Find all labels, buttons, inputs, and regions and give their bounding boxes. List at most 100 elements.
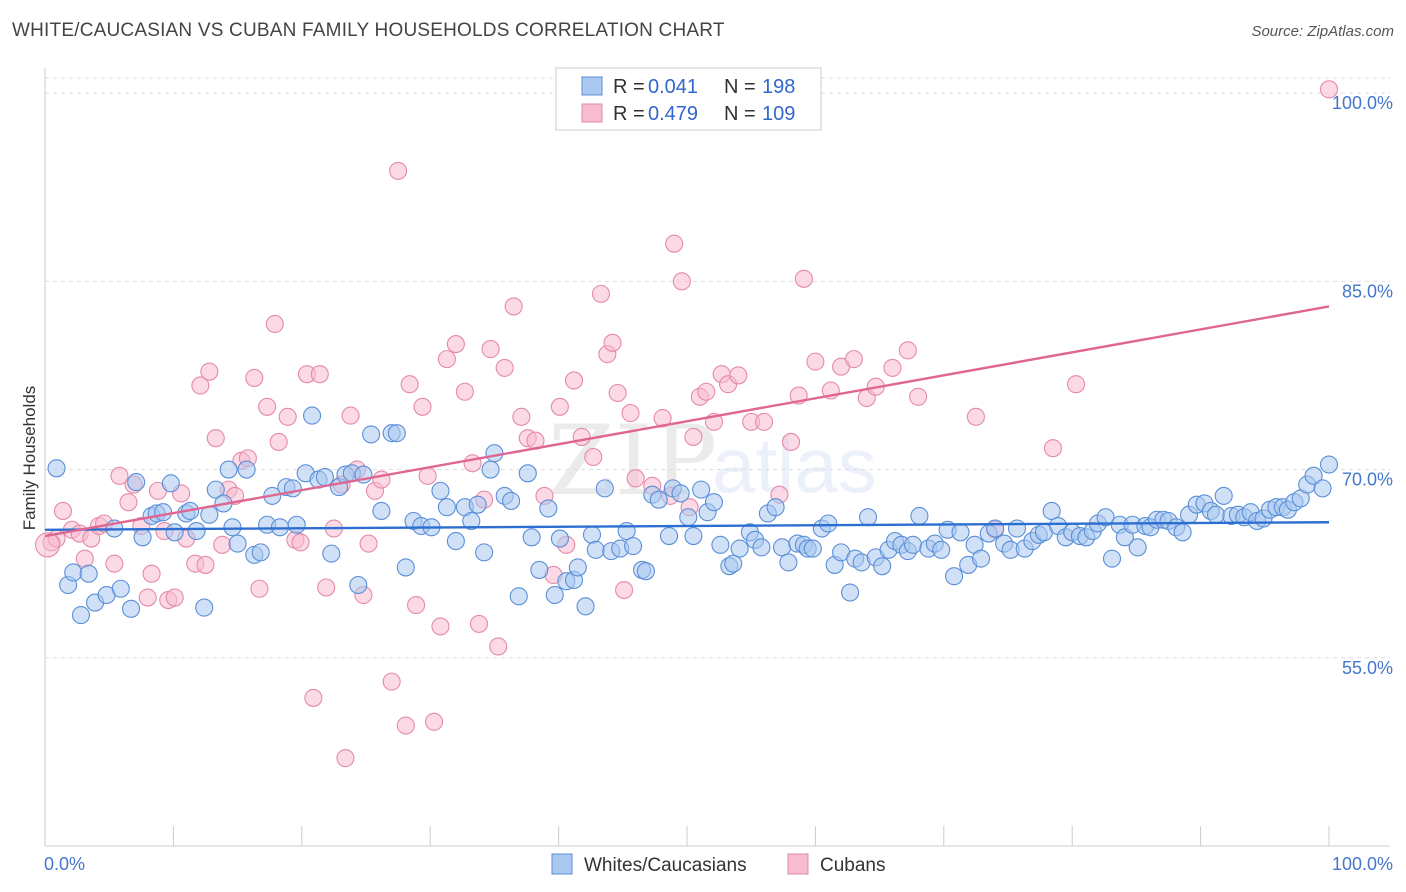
cubans-point-27 bbox=[213, 535, 232, 554]
whites-point-97 bbox=[724, 554, 743, 573]
whites-point-94 bbox=[704, 493, 724, 512]
cubans-point-64 bbox=[455, 382, 474, 401]
whites-point-157 bbox=[1128, 538, 1147, 557]
x-ticks bbox=[44, 826, 1330, 846]
whites-points bbox=[47, 406, 1339, 625]
whites-point-70 bbox=[545, 585, 564, 605]
whites-trend-line bbox=[44, 521, 1330, 531]
legend-swatch-pink bbox=[581, 103, 603, 123]
whites-point-27 bbox=[237, 460, 256, 479]
whites-point-84 bbox=[636, 562, 655, 581]
whites-point-56 bbox=[446, 532, 465, 551]
whites-point-109 bbox=[803, 539, 822, 558]
cubans-point-42 bbox=[310, 365, 329, 384]
whites-point-136 bbox=[986, 519, 1005, 538]
whites-point-170 bbox=[1214, 486, 1233, 505]
cubans-point-cluster bbox=[35, 532, 61, 558]
legend-r-value-pink: 0.479 bbox=[648, 103, 698, 125]
legend-n-label-blue: N = bbox=[724, 76, 756, 98]
whites-point-4 bbox=[79, 564, 98, 583]
whites-point-59 bbox=[468, 495, 487, 514]
whites-point-68 bbox=[530, 560, 549, 579]
cubans-point-26 bbox=[206, 429, 225, 448]
cubans-point-47 bbox=[341, 406, 360, 425]
whites-point-76 bbox=[582, 525, 602, 544]
cubans-point-33 bbox=[250, 579, 269, 598]
cubans-point-88 bbox=[626, 469, 645, 488]
whites-point-104 bbox=[772, 538, 792, 557]
whites-point-152 bbox=[1096, 508, 1115, 527]
whites-point-82 bbox=[624, 537, 643, 556]
whites-point-92 bbox=[692, 480, 711, 499]
cubans-point-114 bbox=[883, 358, 902, 377]
cubans-point-43 bbox=[317, 578, 336, 597]
cubans-point-103 bbox=[754, 412, 774, 431]
whites-point-144 bbox=[1042, 501, 1061, 521]
whites-point-60 bbox=[475, 543, 494, 562]
cubans-point-119 bbox=[1043, 439, 1062, 458]
whites-point-29 bbox=[251, 543, 270, 562]
whites-point-64 bbox=[502, 491, 521, 510]
cubans-point-116 bbox=[909, 387, 928, 406]
whites-point-89 bbox=[671, 484, 690, 503]
cubans-point-54 bbox=[389, 161, 408, 180]
cubans-point-70 bbox=[495, 358, 514, 377]
whites-point-35 bbox=[287, 515, 306, 534]
cubans-point-50 bbox=[359, 534, 378, 553]
whites-point-62 bbox=[485, 444, 504, 463]
cubans-point-87 bbox=[621, 404, 640, 423]
cubans-point-72 bbox=[512, 407, 531, 426]
cubans-point-14 bbox=[138, 588, 157, 607]
y-tick-label-85: 85.0% bbox=[1342, 281, 1393, 301]
whites-point-87 bbox=[659, 527, 679, 546]
cubans-point-55 bbox=[396, 716, 415, 735]
cubans-point-57 bbox=[407, 596, 426, 615]
whites-point-125 bbox=[910, 506, 929, 526]
whites-point-49 bbox=[387, 424, 406, 443]
whites-point-103 bbox=[766, 498, 785, 517]
cubans-point-92 bbox=[665, 234, 684, 253]
whites-point-95 bbox=[711, 535, 730, 554]
series-legend-label-pink: Cubans bbox=[820, 855, 886, 876]
cubans-point-121 bbox=[1319, 80, 1339, 99]
cubans-point-71 bbox=[504, 297, 523, 316]
cubans-point-56 bbox=[400, 375, 419, 394]
whites-point-119 bbox=[873, 557, 892, 576]
x-tick-label-min: 0.0% bbox=[44, 854, 85, 874]
series-legend-swatch-blue bbox=[551, 853, 573, 875]
whites-point-54 bbox=[431, 481, 450, 500]
whites-point-40 bbox=[322, 544, 341, 563]
whites-point-16 bbox=[165, 523, 184, 542]
cubans-point-108 bbox=[806, 352, 825, 371]
whites-point-114 bbox=[841, 583, 860, 602]
cubans-point-77 bbox=[550, 397, 569, 416]
whites-point-128 bbox=[932, 540, 951, 559]
cubans-point-5 bbox=[75, 549, 94, 568]
cubans-point-15 bbox=[142, 564, 161, 583]
legend-n-value-blue: 198 bbox=[762, 76, 795, 98]
cubans-point-58 bbox=[413, 397, 432, 416]
whites-point-130 bbox=[945, 567, 964, 586]
whites-point-22 bbox=[206, 480, 225, 499]
cubans-point-62 bbox=[437, 350, 456, 369]
cubans-point-95 bbox=[684, 427, 703, 446]
y-tick-label-100: 100.0% bbox=[1332, 93, 1393, 113]
cubans-point-81 bbox=[584, 447, 603, 467]
whites-point-37 bbox=[303, 406, 322, 425]
cubans-point-120 bbox=[1067, 375, 1086, 394]
cubans-trend-line bbox=[44, 305, 1330, 538]
cubans-point-107 bbox=[794, 269, 813, 288]
trend-lines bbox=[44, 305, 1330, 538]
whites-point-111 bbox=[819, 514, 838, 533]
whites-point-15 bbox=[161, 474, 180, 493]
whites-point-44 bbox=[349, 575, 368, 595]
cubans-point-2 bbox=[53, 501, 73, 521]
series-legend-swatch-pink bbox=[787, 853, 809, 875]
whites-point-75 bbox=[576, 597, 595, 616]
whites-point-11 bbox=[133, 528, 152, 547]
whites-point-78 bbox=[595, 479, 614, 498]
cubans-point-24 bbox=[196, 555, 215, 574]
whites-point-8 bbox=[111, 579, 130, 598]
cubans-point-80 bbox=[572, 427, 591, 446]
whites-point-86 bbox=[649, 490, 668, 509]
